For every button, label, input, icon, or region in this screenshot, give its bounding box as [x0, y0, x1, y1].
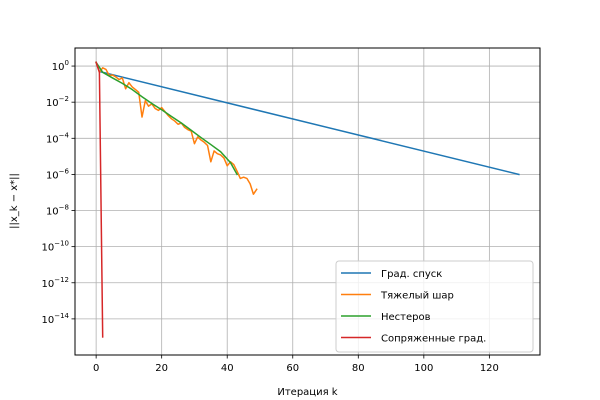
x-tick-label: 20: [155, 363, 168, 374]
x-tick-label: 60: [286, 363, 299, 374]
y-axis-label: ||x_k − x*||: [9, 173, 20, 229]
series-line-4: [95, 61, 104, 338]
legend-label: Сопряженные град.: [381, 334, 486, 345]
series-group: [95, 61, 520, 338]
grid: [75, 48, 540, 355]
legend-label: Нестеров: [381, 312, 431, 323]
legend-label: Тяжелый шар: [380, 291, 454, 302]
x-tick-label: 40: [221, 363, 234, 374]
x-tick-label: 0: [93, 363, 99, 374]
y-tick-exponent: −8: [59, 204, 69, 212]
x-tick-label: 80: [352, 363, 365, 374]
plot-frame: [74, 47, 541, 356]
y-tick-exponent: −6: [59, 167, 70, 175]
series-line-3: [95, 61, 239, 176]
y-tick-exponent: −14: [54, 312, 69, 320]
x-axis-label: Итерация k: [277, 387, 337, 398]
y-tick-exponent: −2: [59, 95, 69, 103]
y-tick-exponent: −12: [54, 276, 69, 284]
x-tick-label: 100: [414, 363, 433, 374]
x-tick-label: 120: [480, 363, 499, 374]
y-tick-exponent: 0: [65, 59, 69, 67]
x-axis: 0 20 40 60 80 100 120: [93, 355, 499, 374]
legend-box: [335, 260, 534, 353]
legend: Град. спуск Тяжелый шар Нестеров Сопряженны…: [335, 260, 534, 353]
legend-label: Град. спуск: [381, 269, 442, 280]
y-tick-exponent: −4: [59, 131, 70, 139]
y-tick-exponent: −10: [54, 240, 69, 248]
